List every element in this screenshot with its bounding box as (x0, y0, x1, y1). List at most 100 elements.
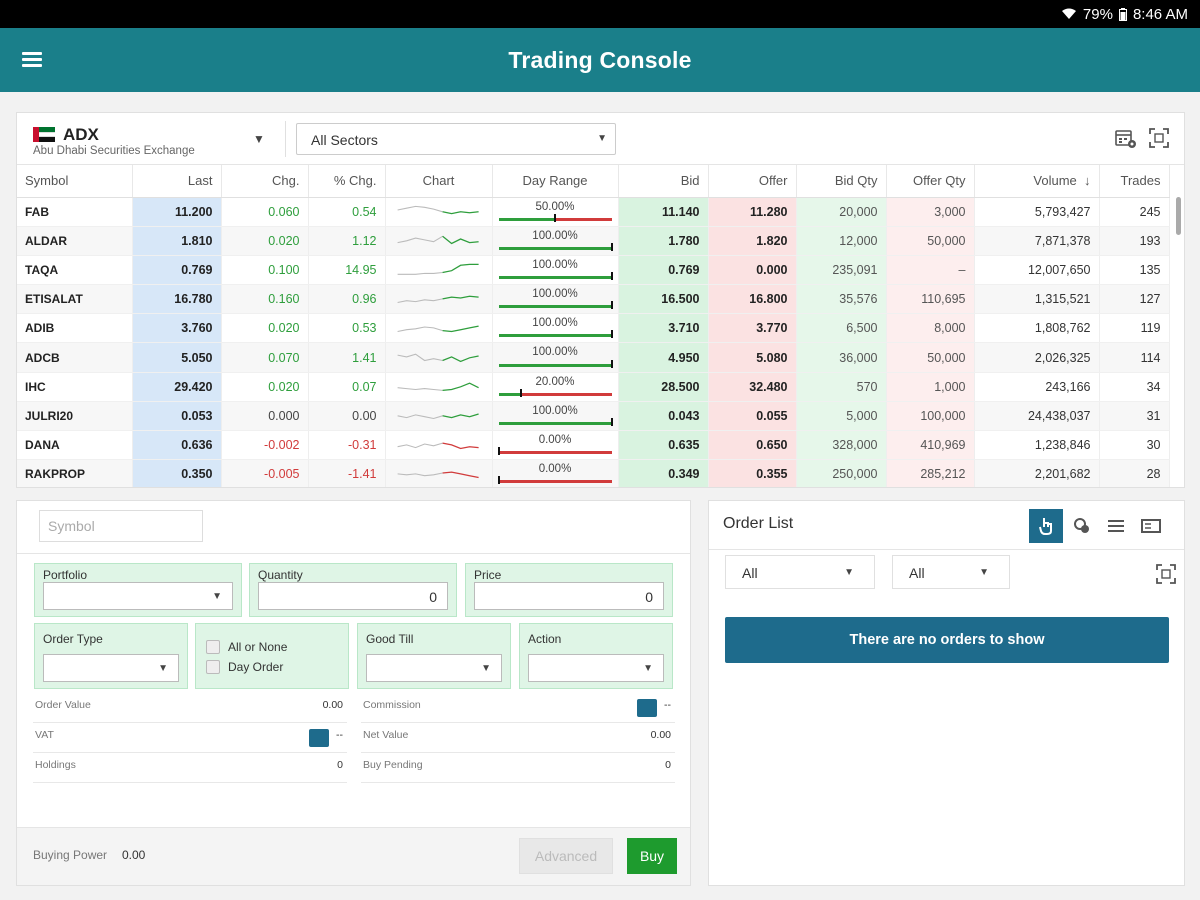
col-header-pchg[interactable]: % Chg. (308, 165, 386, 198)
calculator-icon[interactable] (637, 699, 657, 717)
portfolio-dropdown[interactable]: ▼ (43, 582, 233, 610)
day-range-bar (498, 359, 613, 368)
day-range-bar (498, 242, 613, 251)
sector-value: All Sectors (311, 132, 378, 148)
cell-chg: -0.005 (221, 459, 309, 487)
cell-pchg: -1.41 (308, 459, 386, 487)
net-value: 0.00 (650, 729, 671, 741)
table-row[interactable]: ETISALAT 16.780 0.160 0.96 100.00% 16.500 16.8… (17, 284, 1170, 315)
cell-symbol[interactable]: TAQA (17, 255, 133, 286)
good-till-dropdown[interactable]: ▼ (366, 654, 502, 682)
col-header-symbol[interactable]: Symbol (17, 165, 133, 198)
card-view-button[interactable] (1134, 509, 1168, 543)
order-filter-1-dropdown[interactable]: All ▼ (725, 555, 875, 589)
quantity-label: Quantity (258, 568, 303, 582)
chevron-down-icon: ▼ (158, 663, 168, 674)
checkbox-box (206, 660, 220, 674)
col-header-bid[interactable]: Bid (618, 165, 709, 198)
cell-trades: 114 (1099, 342, 1170, 373)
order-filter-1-value: All (742, 565, 758, 581)
table-row[interactable]: RAKPROP 0.350 -0.005 -1.41 0.00% 0.349 0.355 25… (17, 459, 1170, 487)
calculator-icon[interactable] (309, 729, 329, 747)
cell-symbol[interactable]: ADIB (17, 313, 133, 344)
day-range-percent: 100.00% (532, 346, 578, 359)
cell-trades: 135 (1099, 255, 1170, 286)
price-value: 0 (645, 589, 653, 605)
order-filter-2-value: All (909, 565, 925, 581)
table-row[interactable]: ADCB 5.050 0.070 1.41 100.00% 4.950 5.080 36,00… (17, 342, 1170, 373)
col-header-chart[interactable]: Chart (385, 165, 493, 198)
cell-symbol[interactable]: RAKPROP (17, 459, 133, 487)
col-header-offer[interactable]: Offer (708, 165, 797, 198)
cell-symbol[interactable]: ETISALAT (17, 284, 133, 315)
cell-chg: 0.020 (221, 226, 309, 256)
cell-symbol[interactable]: ALDAR (17, 226, 133, 256)
advanced-button[interactable]: Advanced (519, 838, 613, 874)
cell-chg: 0.020 (221, 372, 309, 402)
cell-chg: 0.070 (221, 342, 309, 373)
calculator-settings-icon[interactable] (1115, 127, 1137, 149)
cell-volume: 2,026,325 (974, 342, 1100, 373)
expand-icon[interactable] (1155, 563, 1177, 585)
col-header-chg[interactable]: Chg. (221, 165, 309, 198)
buy-button[interactable]: Buy (627, 838, 677, 874)
sparkline (397, 471, 479, 478)
action-dropdown[interactable]: ▼ (528, 654, 664, 682)
table-row[interactable]: ADIB 3.760 0.020 0.53 100.00% 3.710 3.770 6,500… (17, 313, 1170, 344)
col-header-offer-qty[interactable]: Offer Qty (886, 165, 975, 198)
menu-icon[interactable] (22, 52, 42, 68)
day-order-checkbox[interactable]: Day Order (206, 660, 283, 674)
battery-level: 79% (1082, 5, 1113, 23)
day-range-marker (610, 330, 613, 339)
table-row[interactable]: ALDAR 1.810 0.020 1.12 100.00% 1.780 1.820 12,0… (17, 226, 1170, 256)
vat-row: VAT -- (33, 725, 347, 753)
touch-mode-button[interactable] (1029, 509, 1063, 543)
col-header-bid-qty[interactable]: Bid Qty (796, 165, 887, 198)
col-header-last[interactable]: Last (132, 165, 222, 198)
order-type-dropdown[interactable]: ▼ (43, 654, 179, 682)
portfolio-label: Portfolio (43, 568, 88, 582)
exchange-selector[interactable]: ADX Abu Dhabi Securities Exchange ▼ (31, 119, 271, 159)
settings-button[interactable] (1065, 509, 1099, 543)
cell-symbol[interactable]: JULRI20 (17, 401, 133, 432)
table-row[interactable]: DANA 0.636 -0.002 -0.31 0.00% 0.635 0.650 328,0… (17, 430, 1170, 461)
day-range-marker (610, 359, 613, 368)
col-header-volume[interactable]: Volume ↓ (974, 165, 1100, 198)
table-row[interactable]: IHC 29.420 0.020 0.07 20.00% 28.500 32.480 570 1… (17, 372, 1170, 402)
cell-offer-qty: 110,695 (886, 284, 975, 315)
col-header-trades[interactable]: Trades (1099, 165, 1170, 198)
order-filter-2-dropdown[interactable]: All ▼ (892, 555, 1010, 589)
cell-last: 0.636 (132, 430, 222, 461)
price-input[interactable]: 0 (474, 582, 664, 610)
cell-symbol[interactable]: DANA (17, 430, 133, 461)
all-or-none-checkbox[interactable]: All or None (206, 640, 287, 654)
quantity-input[interactable]: 0 (258, 582, 448, 610)
cell-symbol[interactable]: ADCB (17, 342, 133, 373)
symbol-input[interactable] (39, 510, 203, 542)
cell-volume: 243,166 (974, 372, 1100, 402)
cell-chg: -0.002 (221, 430, 309, 461)
table-row[interactable]: TAQA 0.769 0.100 14.95 100.00% 0.769 0.000 235,… (17, 255, 1170, 286)
chevron-down-icon: ▼ (597, 133, 607, 144)
order-value: 0.00 (322, 699, 343, 711)
scrollbar-thumb[interactable] (1176, 197, 1181, 235)
cell-day-range: 20.00% (492, 372, 619, 402)
cell-symbol[interactable]: FAB (17, 197, 133, 227)
cell-bid: 3.710 (618, 313, 709, 344)
sector-dropdown[interactable]: All Sectors ▼ (296, 123, 616, 155)
day-range-bar (497, 447, 612, 456)
col-header-day-range[interactable]: Day Range (492, 165, 619, 198)
cell-bid: 28.500 (618, 372, 709, 402)
buying-power-label: Buying Power (33, 848, 108, 862)
cell-pchg: 14.95 (308, 255, 386, 286)
day-range-marker (610, 301, 613, 310)
table-row[interactable]: JULRI20 0.053 0.000 0.00 100.00% 0.043 0.055 5,… (17, 401, 1170, 432)
expand-icon[interactable] (1148, 127, 1170, 149)
list-view-button[interactable] (1099, 509, 1133, 543)
divider (709, 549, 1184, 550)
exchange-name: Abu Dhabi Securities Exchange (33, 145, 195, 157)
watchlist-panel: ADX Abu Dhabi Securities Exchange ▼ All … (16, 112, 1185, 488)
table-row[interactable]: FAB 11.200 0.060 0.54 50.00% 11.140 11.280 20,0… (17, 197, 1170, 227)
cell-day-range: 100.00% (492, 226, 619, 256)
cell-symbol[interactable]: IHC (17, 372, 133, 402)
